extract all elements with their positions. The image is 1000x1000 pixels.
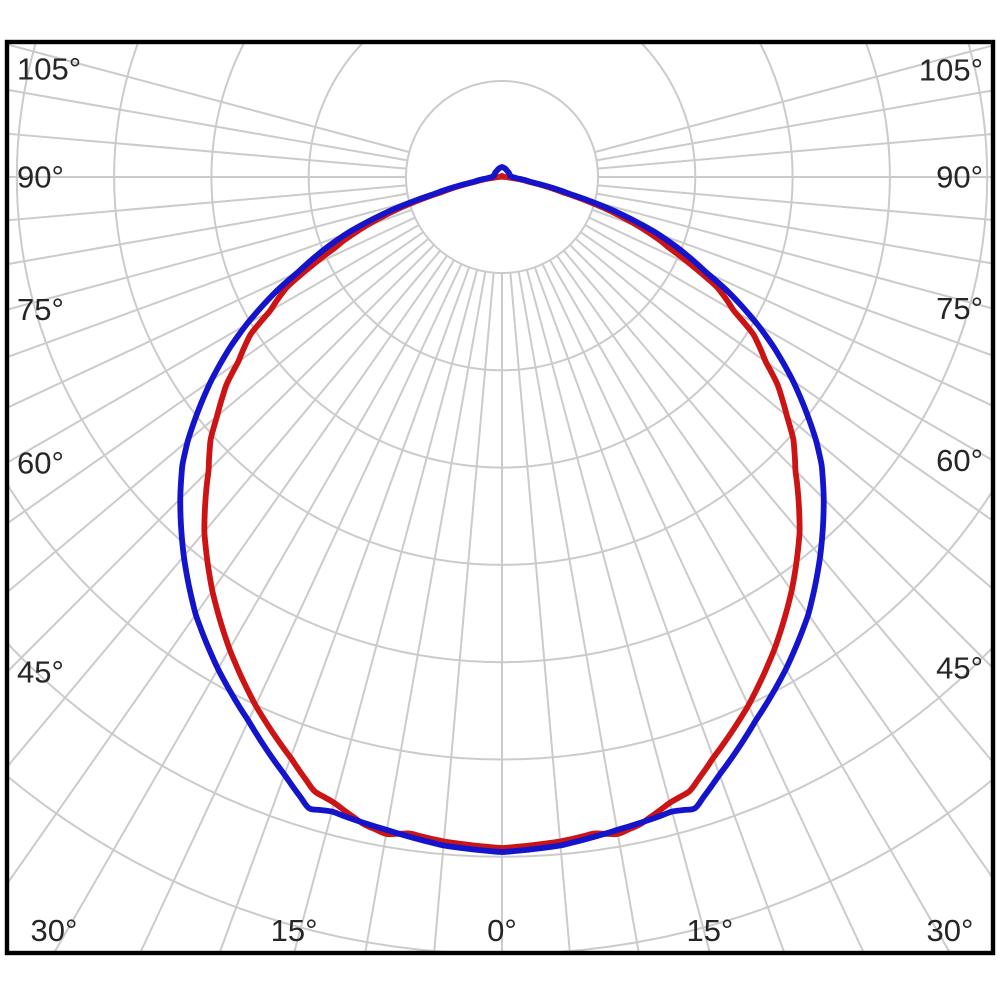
- svg-text:105°: 105°: [919, 52, 983, 87]
- svg-text:45°: 45°: [17, 655, 64, 690]
- svg-text:90°: 90°: [936, 160, 983, 195]
- svg-text:60°: 60°: [936, 443, 983, 478]
- svg-text:105°: 105°: [17, 51, 81, 86]
- svg-text:75°: 75°: [17, 292, 64, 327]
- svg-text:15°: 15°: [271, 913, 318, 948]
- svg-text:90°: 90°: [17, 160, 64, 195]
- svg-text:0°: 0°: [487, 913, 517, 948]
- svg-text:45°: 45°: [936, 651, 983, 686]
- svg-text:60°: 60°: [17, 445, 64, 480]
- svg-text:30°: 30°: [31, 913, 78, 948]
- svg-text:30°: 30°: [927, 913, 974, 948]
- svg-text:15°: 15°: [686, 913, 733, 948]
- svg-text:75°: 75°: [936, 291, 983, 326]
